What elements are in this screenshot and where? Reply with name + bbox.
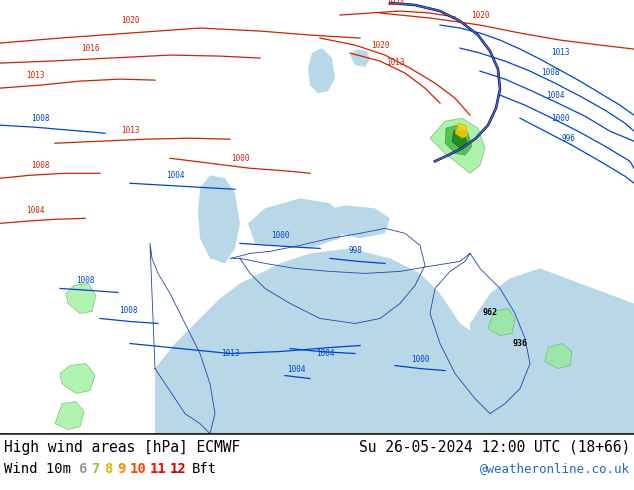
- Text: 11: 11: [150, 462, 167, 476]
- Text: 1004: 1004: [316, 348, 334, 358]
- Text: 1013: 1013: [385, 58, 404, 67]
- Polygon shape: [455, 123, 468, 138]
- Text: 996: 996: [561, 134, 575, 143]
- Polygon shape: [155, 248, 520, 434]
- Text: 1013: 1013: [551, 48, 569, 57]
- Text: 1004: 1004: [287, 365, 305, 373]
- Polygon shape: [488, 309, 515, 336]
- Polygon shape: [320, 205, 390, 238]
- Text: 1000: 1000: [551, 114, 569, 123]
- Text: 1000: 1000: [411, 355, 429, 364]
- Polygon shape: [350, 49, 370, 67]
- Text: 1016: 1016: [81, 44, 100, 53]
- Polygon shape: [60, 364, 95, 393]
- Text: 6: 6: [78, 462, 86, 476]
- Text: 1013: 1013: [120, 126, 139, 135]
- Polygon shape: [545, 343, 572, 368]
- Text: 1004: 1004: [26, 206, 44, 215]
- Polygon shape: [66, 283, 96, 314]
- Text: 1008: 1008: [75, 276, 94, 285]
- Text: Su 26-05-2024 12:00 UTC (18+66): Su 26-05-2024 12:00 UTC (18+66): [359, 440, 630, 455]
- Text: 10: 10: [130, 462, 146, 476]
- Text: 1008: 1008: [541, 68, 559, 77]
- Text: 936: 936: [512, 339, 527, 347]
- Polygon shape: [470, 269, 634, 434]
- Polygon shape: [430, 118, 485, 173]
- Text: 1008: 1008: [119, 306, 137, 316]
- Text: 962: 962: [482, 309, 498, 318]
- Text: 1000: 1000: [271, 231, 289, 241]
- Polygon shape: [445, 125, 472, 155]
- Text: Bft: Bft: [192, 462, 217, 476]
- Text: 9: 9: [117, 462, 126, 476]
- Text: @weatheronline.co.uk: @weatheronline.co.uk: [480, 462, 630, 475]
- Text: 1013: 1013: [221, 348, 239, 358]
- Polygon shape: [55, 402, 84, 430]
- Text: High wind areas [hPa] ECMWF: High wind areas [hPa] ECMWF: [4, 440, 240, 455]
- Text: 1020: 1020: [371, 41, 389, 50]
- Text: 1024: 1024: [385, 0, 404, 7]
- Text: 1004: 1004: [165, 172, 184, 180]
- Text: 1008: 1008: [31, 161, 49, 170]
- Text: 1004: 1004: [546, 91, 564, 100]
- Text: 7: 7: [91, 462, 100, 476]
- Text: 1020: 1020: [471, 11, 489, 20]
- Text: 1020: 1020: [120, 16, 139, 25]
- Text: 1008: 1008: [31, 114, 49, 123]
- Text: Wind 10m: Wind 10m: [4, 462, 71, 476]
- Text: 8: 8: [104, 462, 112, 476]
- Polygon shape: [452, 130, 467, 148]
- Polygon shape: [248, 198, 345, 248]
- Text: 1000: 1000: [231, 154, 249, 163]
- Text: 998: 998: [348, 246, 362, 255]
- Polygon shape: [198, 175, 240, 264]
- Text: 1013: 1013: [26, 71, 44, 80]
- Polygon shape: [308, 48, 335, 93]
- Text: 12: 12: [170, 462, 187, 476]
